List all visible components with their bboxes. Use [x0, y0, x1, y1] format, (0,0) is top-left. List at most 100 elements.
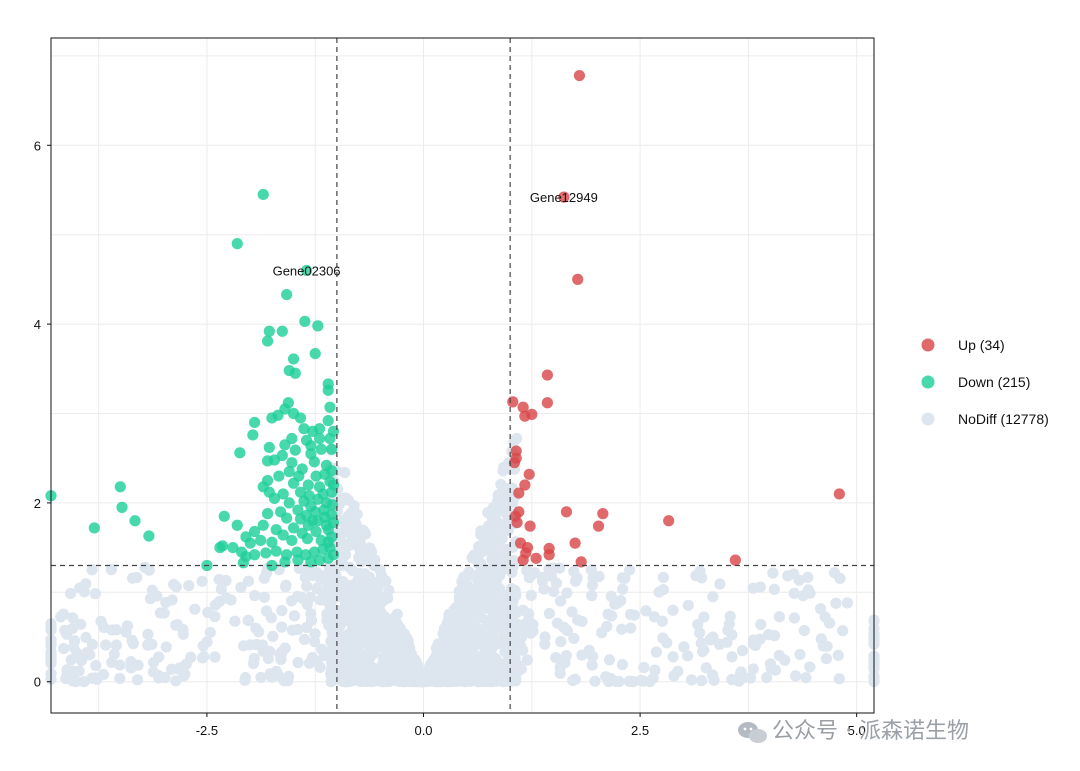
- point-nodiff: [494, 600, 506, 612]
- point-nodiff: [106, 656, 118, 669]
- point-nodiff: [721, 636, 733, 648]
- point-nodiff: [75, 618, 87, 630]
- point-nodiff: [696, 645, 709, 658]
- point-nodiff: [764, 658, 777, 670]
- point-nodiff: [431, 641, 444, 653]
- point-nodiff: [323, 619, 335, 631]
- point-nodiff: [490, 611, 502, 624]
- point-nodiff: [351, 508, 363, 521]
- point-nodiff: [512, 665, 524, 677]
- point-nodiff: [399, 644, 411, 656]
- point-nodiff: [788, 587, 800, 600]
- point-nodiff: [538, 583, 550, 595]
- point-nodiff: [440, 671, 452, 684]
- series-nodiff: [45, 432, 880, 688]
- point-nodiff: [443, 612, 455, 624]
- point-down: [299, 315, 311, 328]
- point-nodiff: [569, 575, 582, 587]
- point-nodiff: [569, 673, 581, 685]
- point-down: [315, 443, 327, 455]
- point-up: [519, 479, 531, 491]
- point-nodiff: [550, 577, 563, 589]
- point-nodiff: [131, 571, 143, 584]
- point-nodiff: [475, 667, 487, 680]
- point-nodiff: [554, 595, 567, 607]
- point-nodiff: [466, 602, 478, 614]
- point-down: [312, 515, 324, 527]
- point-nodiff: [735, 667, 747, 679]
- point-nodiff: [292, 590, 304, 603]
- point-down: [143, 530, 155, 542]
- point-down: [300, 434, 313, 446]
- point-nodiff: [80, 578, 92, 590]
- point-down: [270, 545, 282, 557]
- point-nodiff: [357, 524, 369, 536]
- point-nodiff: [837, 625, 849, 637]
- point-nodiff: [700, 662, 712, 674]
- point-nodiff: [298, 633, 311, 646]
- point-nodiff: [600, 671, 612, 683]
- point-down: [88, 522, 100, 534]
- point-nodiff: [316, 643, 328, 655]
- point-nodiff: [375, 607, 387, 619]
- point-down: [279, 556, 291, 568]
- point-nodiff: [260, 605, 273, 617]
- point-nodiff: [802, 571, 814, 583]
- point-down: [116, 501, 128, 513]
- point-nodiff: [354, 608, 366, 620]
- legend-label: NoDiff (12778): [958, 411, 1049, 427]
- point-nodiff: [723, 618, 735, 630]
- point-down: [289, 367, 301, 379]
- gene-label: Gene02306: [273, 263, 341, 278]
- plot-frame: [50, 37, 875, 714]
- point-down: [283, 497, 295, 509]
- point-nodiff: [314, 661, 326, 673]
- point-down: [261, 508, 274, 520]
- point-nodiff: [89, 588, 101, 600]
- point-nodiff: [67, 612, 79, 624]
- point-nodiff: [172, 663, 184, 675]
- point-nodiff: [276, 605, 288, 617]
- point-nodiff: [323, 561, 335, 573]
- point-nodiff: [782, 570, 794, 582]
- point-nodiff: [281, 672, 293, 685]
- point-down: [261, 335, 274, 347]
- point-nodiff: [513, 621, 526, 633]
- point-nodiff: [65, 654, 77, 666]
- point-down: [260, 547, 272, 559]
- x-tick-label: -2.5: [196, 723, 218, 738]
- point-nodiff: [90, 659, 102, 672]
- point-up: [507, 396, 519, 408]
- point-nodiff: [183, 580, 195, 592]
- grid: [51, 38, 874, 713]
- point-nodiff: [610, 675, 623, 688]
- point-down: [231, 519, 243, 531]
- point-nodiff: [441, 641, 453, 653]
- point-nodiff: [239, 672, 252, 684]
- point-nodiff: [61, 670, 73, 682]
- point-down: [266, 536, 278, 548]
- point-nodiff: [185, 651, 197, 663]
- series-up: [507, 69, 845, 568]
- point-nodiff: [469, 552, 481, 564]
- point-up: [523, 468, 535, 480]
- point-nodiff: [804, 587, 816, 599]
- point-nodiff: [828, 567, 841, 579]
- point-down: [310, 525, 322, 538]
- gene-label: Gene12949: [530, 190, 598, 205]
- point-nodiff: [392, 624, 404, 636]
- point-nodiff: [229, 615, 241, 627]
- point-nodiff: [525, 589, 537, 601]
- point-nodiff: [511, 432, 523, 445]
- point-down: [237, 557, 249, 569]
- point-nodiff: [506, 590, 518, 602]
- point-nodiff: [142, 639, 154, 651]
- point-nodiff: [788, 612, 801, 624]
- point-nodiff: [317, 586, 329, 598]
- point-nodiff: [667, 604, 679, 616]
- point-nodiff: [823, 617, 836, 629]
- point-nodiff: [496, 533, 508, 545]
- point-nodiff: [345, 600, 357, 612]
- point-down: [303, 490, 315, 502]
- point-down: [266, 412, 278, 424]
